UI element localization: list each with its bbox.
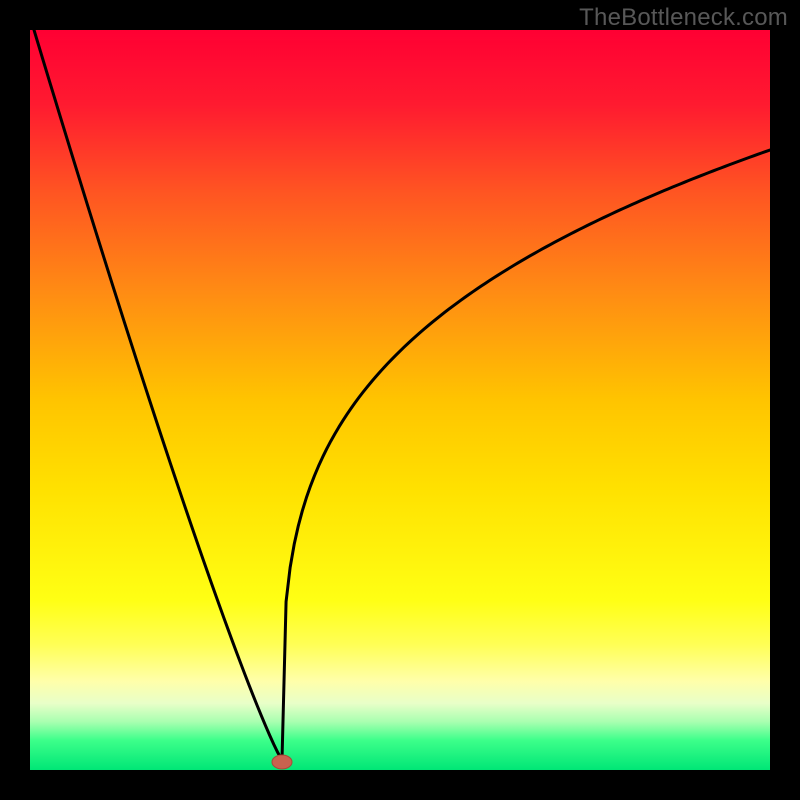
nadir-marker xyxy=(272,755,292,769)
chart-container: TheBottleneck.com xyxy=(0,0,800,800)
bottleneck-chart xyxy=(0,0,800,800)
chart-background xyxy=(30,30,770,770)
